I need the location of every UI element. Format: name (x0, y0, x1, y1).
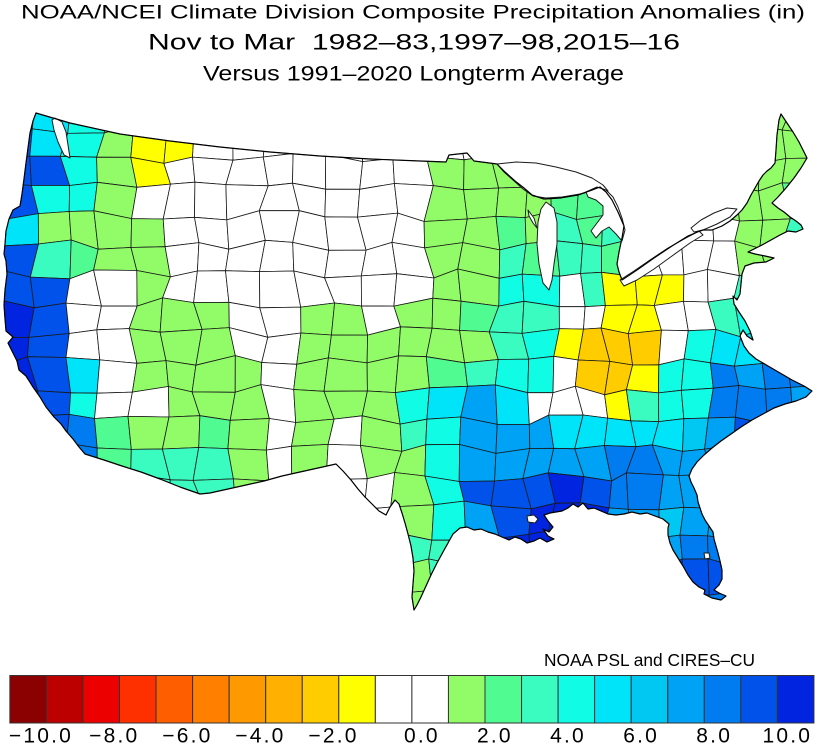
svg-text:4.0: 4.0 (550, 725, 586, 745)
svg-text:6.0: 6.0 (623, 725, 659, 745)
svg-text:Nov to Mar 1982–83,1997–98,20: Nov to Mar 1982–83,1997–98,2015–16 (148, 30, 680, 55)
svg-text:NOAA PSL and CIRES–CU: NOAA PSL and CIRES–CU (544, 650, 755, 670)
svg-text:0.0: 0.0 (404, 725, 440, 745)
svg-text:−8.0: −8.0 (89, 725, 139, 745)
svg-text:8.0: 8.0 (696, 725, 732, 745)
svg-text:−6.0: −6.0 (162, 725, 212, 745)
svg-text:10.0: 10.0 (762, 725, 812, 745)
svg-text:2.0: 2.0 (477, 725, 513, 745)
svg-text:−10.0: −10.0 (9, 725, 73, 745)
svg-text:NOAA/NCEI Climate Division Com: NOAA/NCEI Climate Division Composite Pre… (21, 2, 805, 24)
svg-text:−4.0: −4.0 (235, 725, 285, 745)
svg-text:−2.0: −2.0 (308, 725, 358, 745)
svg-text:Versus 1991–2020 Longterm Aver: Versus 1991–2020 Longterm Average (203, 62, 624, 86)
